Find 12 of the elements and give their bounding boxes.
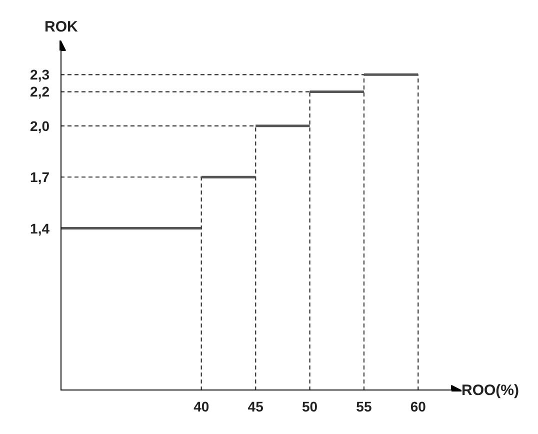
- x-tick-label: 40: [194, 398, 210, 414]
- y-tick-label: 2,3: [30, 66, 50, 83]
- x-tick-label: 45: [248, 398, 264, 414]
- y-tick-label: 2,2: [30, 84, 50, 100]
- y-tick-label: 1,7: [30, 169, 50, 186]
- y-axis-title: ROK: [44, 18, 78, 36]
- x-tick-label: 55: [356, 398, 372, 414]
- y-tick-label: 1,4: [30, 220, 50, 236]
- x-axis-title: ROO(%): [462, 382, 519, 399]
- x-tick-label: 60: [410, 398, 426, 414]
- x-tick-label: 50: [302, 398, 318, 414]
- y-tick-label: 2,0: [30, 118, 50, 134]
